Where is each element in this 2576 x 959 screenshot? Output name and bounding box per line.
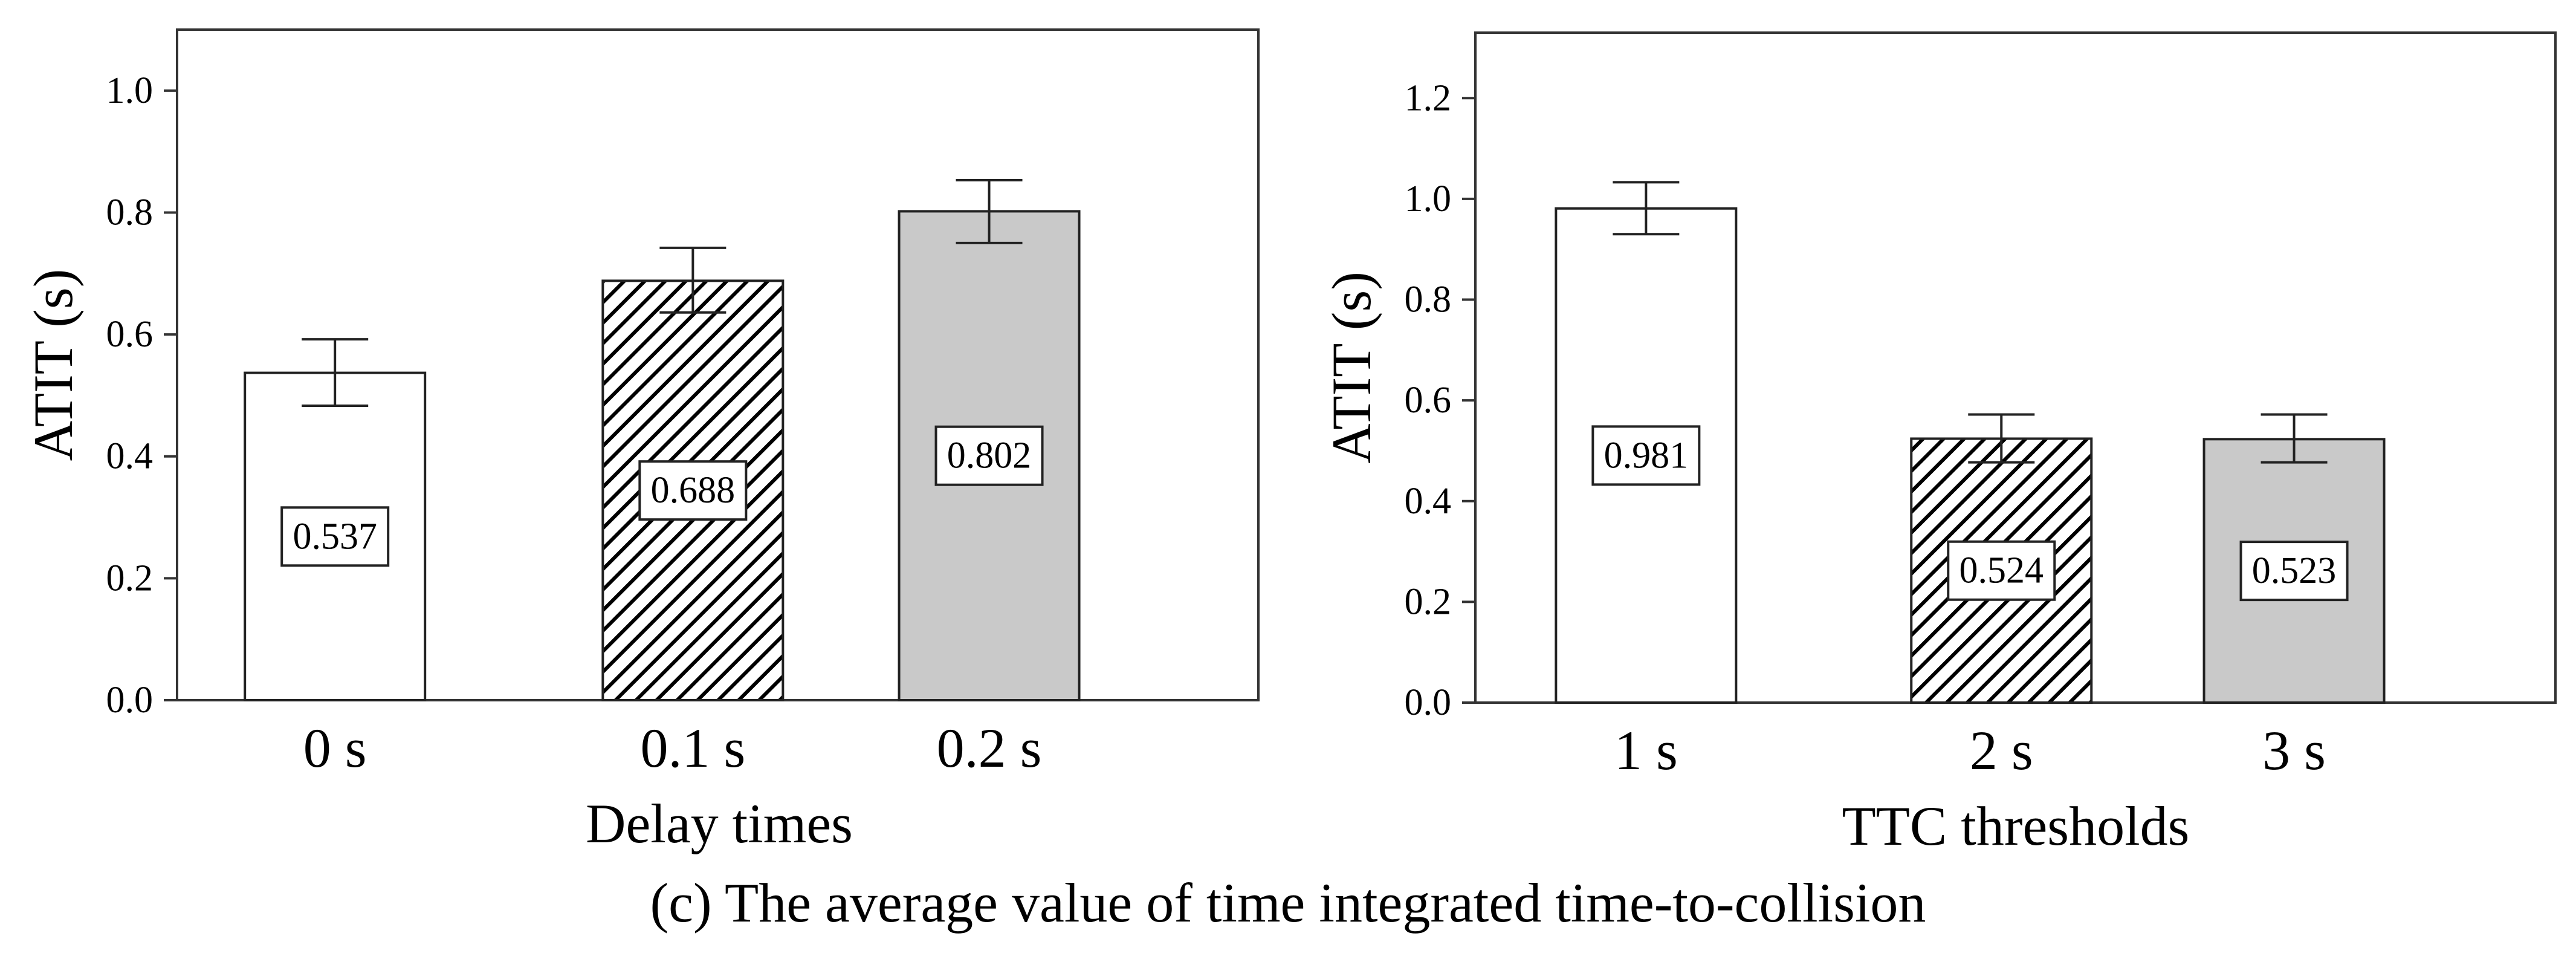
x-axis-label: Delay times: [586, 793, 853, 854]
y-tick-label: 0.8: [106, 192, 154, 233]
y-axis-label: ATIT (s): [22, 269, 84, 461]
value-label: 0.524: [1960, 550, 2044, 591]
figure-caption: (c) The average value of time integrated…: [650, 872, 1926, 934]
value-label-box: [280, 506, 390, 567]
x-category-label: 0 s: [303, 717, 367, 779]
y-tick-label: 0.0: [1405, 682, 1452, 723]
value-label: 0.537: [293, 516, 377, 557]
y-tick-label: 0.2: [1405, 581, 1452, 622]
x-category-label: 0.1 s: [640, 717, 745, 779]
value-label: 0.802: [947, 435, 1032, 476]
y-tick-label: 0.4: [1405, 481, 1452, 522]
y-tick-label: 0.6: [1405, 380, 1452, 421]
y-tick-label: 0.2: [106, 558, 154, 599]
chart-delay-times: 0.0 0.2 0.4 0.6 0.8 1.0 ATIT (s) 0.537 0 s 0.688 0…: [22, 28, 1260, 854]
value-label-box: [1947, 540, 2056, 601]
y-tick-label: 0.4: [106, 436, 154, 477]
value-label-box: [2239, 541, 2349, 602]
x-category-label: 3 s: [2262, 720, 2326, 781]
y-tick-label: 1.0: [106, 70, 154, 111]
value-label-box: [638, 460, 748, 521]
y-tick-label: 1.0: [1405, 178, 1452, 219]
x-axis-label: TTC thresholds: [1842, 795, 2190, 857]
value-label: 0.981: [1604, 435, 1689, 476]
x-category-label: 0.2 s: [937, 717, 1042, 779]
x-category-label: 1 s: [1614, 720, 1678, 781]
chart-ttc-thresholds: 0.0 0.2 0.4 0.6 0.8 1.0 1.2 ATIT (s) 0.981 1 s 0.5…: [1321, 31, 2557, 857]
x-category-label: 2 s: [1970, 720, 2033, 781]
value-label: 0.523: [2252, 550, 2337, 591]
y-tick-label: 0.0: [106, 680, 154, 721]
y-tick-label: 0.6: [106, 314, 154, 355]
y-tick-label: 0.8: [1405, 279, 1452, 320]
value-label: 0.688: [651, 470, 736, 511]
value-label-box: [1591, 425, 1701, 486]
value-label-box: [934, 425, 1044, 486]
y-axis-label: ATIT (s): [1321, 271, 1382, 464]
y-tick-label: 1.2: [1405, 77, 1452, 119]
